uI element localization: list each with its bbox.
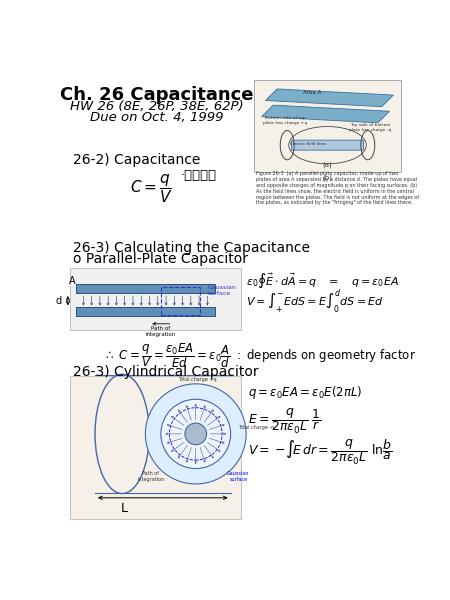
Text: $V = -\!\int\! E\,dr = \dfrac{q}{2\pi\varepsilon_0 L}\ \ln\!\dfrac{b}{a}$: $V = -\!\int\! E\,dr = \dfrac{q}{2\pi\va… (248, 438, 393, 467)
Text: $\varepsilon_0 \oint \vec{E} \cdot d\vec{A} = q$$\quad = \quad q = \varepsilon_0: $\varepsilon_0 \oint \vec{E} \cdot d\vec… (246, 272, 399, 290)
FancyBboxPatch shape (70, 376, 241, 518)
Text: 26-3) Calculating the Capacitance: 26-3) Calculating the Capacitance (73, 241, 310, 256)
Text: ·슡전용량: ·슡전용량 (180, 169, 216, 182)
FancyBboxPatch shape (292, 140, 364, 150)
Text: 26-3) Cylindrical Capacitor: 26-3) Cylindrical Capacitor (73, 365, 259, 379)
Text: Electric field lines: Electric field lines (290, 142, 326, 146)
FancyBboxPatch shape (254, 80, 401, 172)
Text: $C = \dfrac{q}{V}$: $C = \dfrac{q}{V}$ (130, 172, 172, 205)
Polygon shape (266, 89, 393, 107)
Text: Due on Oct. 4, 1999: Due on Oct. 4, 1999 (90, 110, 224, 124)
Ellipse shape (185, 423, 207, 445)
Text: Top side of bottom
plate has charge -q: Top side of bottom plate has charge -q (349, 123, 392, 132)
Text: Gaussian
surface: Gaussian surface (207, 285, 236, 296)
Text: $V = \int_{+}^{-} EdS = E\int_{0}^{d} dS = Ed$: $V = \int_{+}^{-} EdS = E\int_{0}^{d} dS… (246, 287, 384, 316)
Text: Figure 26-3  (a) A parallel-plate capacitor, made up of two
plates of area A sep: Figure 26-3 (a) A parallel-plate capacit… (256, 172, 419, 205)
Text: $\therefore\ C = \dfrac{q}{V} = \dfrac{\varepsilon_0 EA}{Ed} = \varepsilon_0 \df: $\therefore\ C = \dfrac{q}{V} = \dfrac{\… (103, 341, 416, 370)
Text: (a): (a) (323, 162, 333, 169)
FancyBboxPatch shape (70, 268, 241, 330)
Text: o Parallel-Plate Capacitor: o Parallel-Plate Capacitor (73, 252, 248, 266)
Text: Ch. 26 Capacitance: Ch. 26 Capacitance (60, 86, 254, 104)
Text: (b): (b) (323, 174, 333, 181)
Text: A: A (68, 275, 75, 286)
Text: Gaussian
surface: Gaussian surface (227, 471, 250, 482)
Text: 26-2) Capacitance: 26-2) Capacitance (73, 153, 201, 167)
Text: d: d (55, 296, 62, 305)
Ellipse shape (161, 399, 230, 469)
Text: Area A: Area A (303, 90, 321, 95)
Text: $E = \dfrac{q}{2\pi\varepsilon_0 L}\ \dfrac{1}{r}$: $E = \dfrac{q}{2\pi\varepsilon_0 L}\ \df… (248, 407, 322, 436)
Text: Total charge +q: Total charge +q (178, 377, 216, 382)
Text: Bottom side of top
plate has charge +q: Bottom side of top plate has charge +q (263, 116, 307, 125)
Bar (76, 284, 215, 293)
Ellipse shape (145, 384, 246, 484)
Text: L: L (121, 502, 128, 515)
Text: Path of
integration: Path of integration (146, 326, 176, 337)
Text: $q = \varepsilon_0 EA = \varepsilon_0 E(2\pi L)$: $q = \varepsilon_0 EA = \varepsilon_0 E(… (248, 384, 363, 401)
Bar (76, 307, 215, 316)
Text: Total charge -q: Total charge -q (238, 425, 274, 430)
Text: Path of
integration: Path of integration (137, 471, 164, 482)
Polygon shape (261, 105, 390, 123)
Text: HW 26 (8E, 26P, 38E, 62P): HW 26 (8E, 26P, 38E, 62P) (70, 100, 244, 113)
